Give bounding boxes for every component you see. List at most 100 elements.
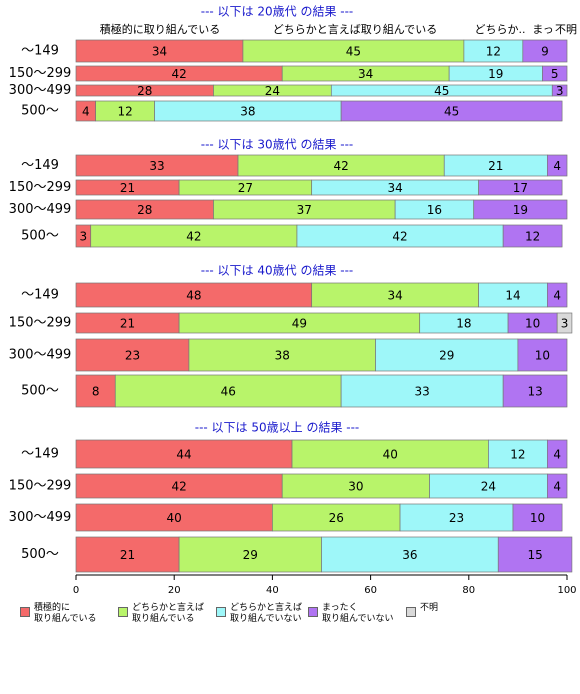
panel-title: --- 以下は 30歳代 の結果 --- [201,138,354,152]
value-label: 34 [152,45,167,59]
legend-swatch [308,607,318,617]
value-label: 45 [346,45,361,59]
bar-segment [429,473,548,499]
value-label: 17 [513,181,528,195]
bar-segment [75,473,283,499]
category-label: ～149 [21,447,59,462]
category-label: 300～499 [9,83,72,98]
value-label: 4 [82,105,90,119]
category-label: 150～299 [9,479,72,494]
x-tick-label: 60 [364,585,377,596]
legend-label: 不明 [420,603,439,613]
legend-label: 積極的に 取り組んでいる [34,603,97,624]
value-label: 49 [292,317,307,331]
value-label: 23 [449,511,464,525]
category-label: 300～499 [9,510,72,525]
value-label: 46 [221,385,236,399]
value-label: 4 [553,289,561,303]
value-label: 3 [561,317,569,331]
value-label: 24 [265,84,280,98]
value-label: 4 [553,480,561,494]
legend-swatch [20,607,30,617]
value-label: 4 [553,159,561,173]
category-label: 500～ [21,229,59,244]
column-header: まっ [532,23,554,36]
legend-label: まったく 取り組んでいない [322,603,394,624]
column-header: どちらか.. [475,23,526,36]
panel-title: --- 以下は 40歳代 の結果 --- [201,264,354,278]
x-tick-label: 100 [557,585,576,596]
bar-segment [321,536,499,573]
bar-segment [272,503,401,532]
value-label: 13 [527,385,542,399]
value-label: 42 [171,480,186,494]
bar-segment [114,374,342,408]
bar-segment [311,282,479,308]
legend-swatch [118,607,128,617]
value-label: 12 [525,230,540,244]
bar-segment [547,282,568,308]
value-label: 28 [137,203,152,217]
value-label: 48 [186,289,201,303]
bar-segment [478,179,563,196]
value-label: 40 [167,511,182,525]
legend-swatch [406,607,416,617]
value-label: 44 [176,448,191,462]
bar-segment [488,439,548,469]
value-label: 34 [388,289,403,303]
value-label: 12 [117,105,132,119]
value-label: 34 [388,181,403,195]
value-label: 42 [392,230,407,244]
bar-segment [75,503,273,532]
x-tick-label: 0 [73,585,79,596]
value-label: 14 [505,289,520,303]
value-label: 3 [556,84,564,98]
bar-segment [547,439,568,469]
value-label: 29 [439,349,454,363]
value-label: 15 [527,548,542,562]
value-label: 42 [186,230,201,244]
value-label: 40 [383,448,398,462]
bar-segment [542,65,568,82]
value-label: 34 [358,67,373,81]
value-label: 33 [415,385,430,399]
value-label: 4 [553,448,561,462]
category-label: 150～299 [9,180,72,195]
x-tick-label: 40 [266,585,279,596]
value-label: 18 [456,317,471,331]
bar-segment [340,100,563,122]
bar-segment [512,503,563,532]
value-label: 12 [486,45,501,59]
value-label: 24 [481,480,496,494]
value-label: 21 [120,548,135,562]
bar-segment [291,439,489,469]
legend-swatch [216,607,226,617]
value-label: 16 [427,203,442,217]
category-label: 150～299 [9,66,72,81]
bar-segment [473,199,568,220]
value-label: 45 [444,105,459,119]
value-label: 3 [80,230,88,244]
category-label: ～149 [21,158,59,173]
value-label: 45 [434,84,449,98]
value-label: 8 [92,385,100,399]
bar-segment [75,338,190,372]
legend-label: どちらかと言えば 取り組んでいる [132,603,205,624]
value-label: 38 [240,105,255,119]
value-label: 10 [535,349,550,363]
value-label: 29 [243,548,258,562]
bar-segment [547,473,568,499]
category-label: 500～ [21,547,59,562]
bar-segment [75,282,313,308]
x-tick-label: 20 [168,585,181,596]
value-label: 19 [513,203,528,217]
column-header: 不明 [555,23,577,36]
bar-segment [75,536,180,573]
value-label: 38 [275,349,290,363]
value-label: 27 [238,181,253,195]
category-label: 500～ [21,104,59,119]
category-label: ～149 [21,288,59,303]
value-label: 9 [541,45,549,59]
